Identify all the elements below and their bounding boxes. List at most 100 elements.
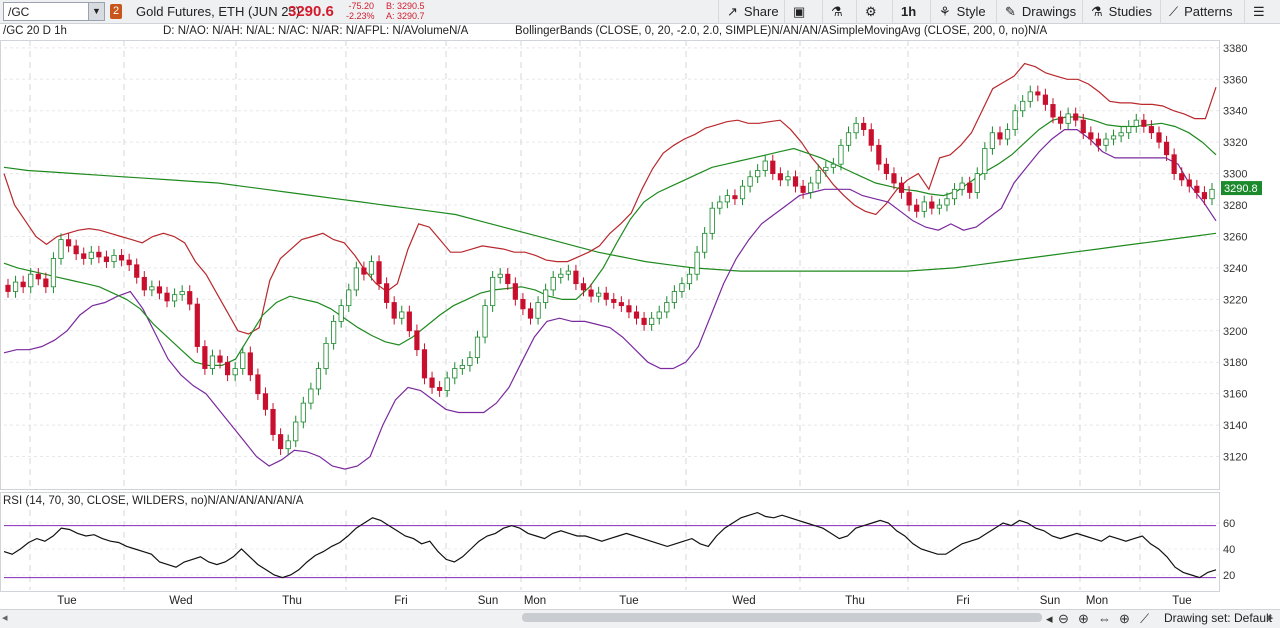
scroll-left-icon[interactable]: ◂ [2,612,8,624]
candle-body [1133,119,1139,127]
link-group-badge[interactable]: 2 [110,4,122,19]
patterns-icon: ⟋ [1169,4,1179,19]
candle-body [883,163,889,175]
candle-body [633,311,640,319]
candle-body [73,245,79,255]
timeframe-label: 1h [901,4,917,19]
candle-body [580,283,587,291]
drawings-button[interactable]: ✎ Drawings [996,0,1082,24]
candle-body [800,185,806,193]
chart-toolbar: /GC ▼ 2 Gold Futures, ETH (JUN 25) 3290.… [0,0,1280,24]
symbol-dropdown-icon[interactable]: ▼ [88,3,104,20]
y-tick-label: 3260 [1223,231,1247,243]
candle-body [898,182,905,193]
x-tick-label: Thu [845,595,865,607]
candle-body [686,273,693,285]
candle-body [353,267,359,291]
price-panel[interactable] [0,40,1220,490]
x-tick-label: Sun [1040,595,1060,607]
y-tick-label: 3140 [1223,420,1247,432]
y-tick-label: 3340 [1223,106,1247,118]
symbol-input[interactable]: /GC ▼ [3,2,105,21]
candle-body [1110,135,1117,140]
patterns-button[interactable]: ⟋ Patterns [1160,0,1244,24]
candle-body [1179,173,1185,181]
candle-body [755,170,761,178]
studies-label: Studies [1108,4,1153,19]
y-tick-label: 3380 [1223,43,1247,55]
y-tick-label: 3120 [1223,452,1247,464]
candle-body [421,349,428,379]
y-tick-label: 3320 [1223,137,1247,149]
drawing-set: Drawing set: Default [1163,611,1272,625]
candle-body [270,409,276,435]
candle-body [452,368,458,379]
scroll-back-icon[interactable]: ◂ [1046,611,1053,626]
candle-body [558,273,564,278]
candle-body [1209,188,1215,200]
candle-body [315,368,322,390]
candle-body [861,122,867,130]
snapshot-button[interactable]: ▣ [784,0,822,24]
candle-body [921,201,927,212]
studies-button[interactable]: ⚗ Studies [1082,0,1160,24]
candle-body [118,254,125,261]
style-button[interactable]: ⚘ Style [930,0,996,24]
drawing-tool-icon[interactable]: ⟋ [1140,611,1150,626]
time-scrollbar[interactable] [522,613,1042,622]
candle-body [300,402,306,423]
menu-button[interactable]: ☰ [1244,0,1280,24]
crosshair-icon[interactable]: ⊕ [1119,611,1130,626]
candle-body [50,258,57,288]
rsi-chart[interactable]: 20 40 60 [0,510,1280,590]
flask-button[interactable]: ⚗ [822,0,856,24]
candle-body [664,302,670,313]
candle-body [88,251,94,259]
candle-body [171,294,178,302]
scroll-right-icon[interactable]: ▸ [1268,612,1274,624]
candle-body [936,204,942,209]
pan-icon[interactable]: ⇔ [1098,611,1111,626]
candle-body [702,232,708,253]
share-label: Share [743,4,779,19]
share-button[interactable]: ↗ Share [718,0,784,24]
percent-change: -2.23% [346,11,375,21]
style-icon: ⚘ [939,4,951,19]
net-change: -75.20 [348,1,374,11]
candle-body [149,286,155,291]
price-chart[interactable]: 3120 3140 3160 3180 3200 3220 3240 3260 3280 3300… [0,38,1280,490]
rsi-panel[interactable] [0,492,1220,592]
bb-lower-line [3,129,1217,470]
candle-body [1004,129,1011,140]
zoom-out-icon[interactable]: ⊖ [1058,611,1069,626]
candle-body [1027,91,1033,102]
candle-body [308,388,314,404]
candle-body [391,302,397,319]
candle-body [467,357,473,366]
candle-body [1095,138,1102,146]
candle-body [217,355,223,363]
candle-body [399,311,405,319]
candle-body [65,239,72,247]
candle-body [179,291,185,296]
candle-body [845,132,852,146]
x-axis: Tue Wed Thu Fri Sun Mon Tue Wed Thu Fri Sun Mon Tue [57,595,1191,607]
candle-body [565,270,571,275]
timeframe-button[interactable]: 1h [892,0,930,24]
candle-body [596,292,602,297]
candle-body [891,173,897,184]
x-tick-label: Tue [1172,595,1191,607]
ask-price: A: 3290.7 [386,11,425,21]
x-tick-label: Mon [524,595,546,607]
settings-button[interactable]: ⚙ [856,0,892,24]
last-price-tag [1221,181,1262,196]
candle-body [951,188,958,200]
candle-body [1080,119,1086,134]
candle-body [739,185,746,200]
zoom-in-icon[interactable]: ⊕ [1078,611,1089,626]
candle-body [914,204,920,212]
candle-body [262,393,269,410]
candle-body [414,330,420,351]
candle-body [815,170,821,184]
candle-body [543,289,549,303]
